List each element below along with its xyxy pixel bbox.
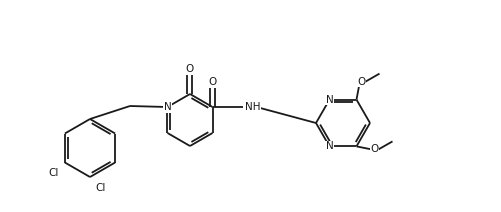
Text: O: O — [357, 77, 365, 87]
Text: O: O — [370, 144, 378, 154]
Text: N: N — [325, 95, 333, 105]
Text: N: N — [163, 102, 171, 112]
Text: O: O — [208, 77, 216, 87]
Text: Cl: Cl — [95, 183, 105, 193]
Text: N: N — [325, 141, 333, 151]
Text: NH: NH — [244, 102, 260, 112]
Text: Cl: Cl — [49, 169, 59, 179]
Text: O: O — [185, 64, 194, 74]
